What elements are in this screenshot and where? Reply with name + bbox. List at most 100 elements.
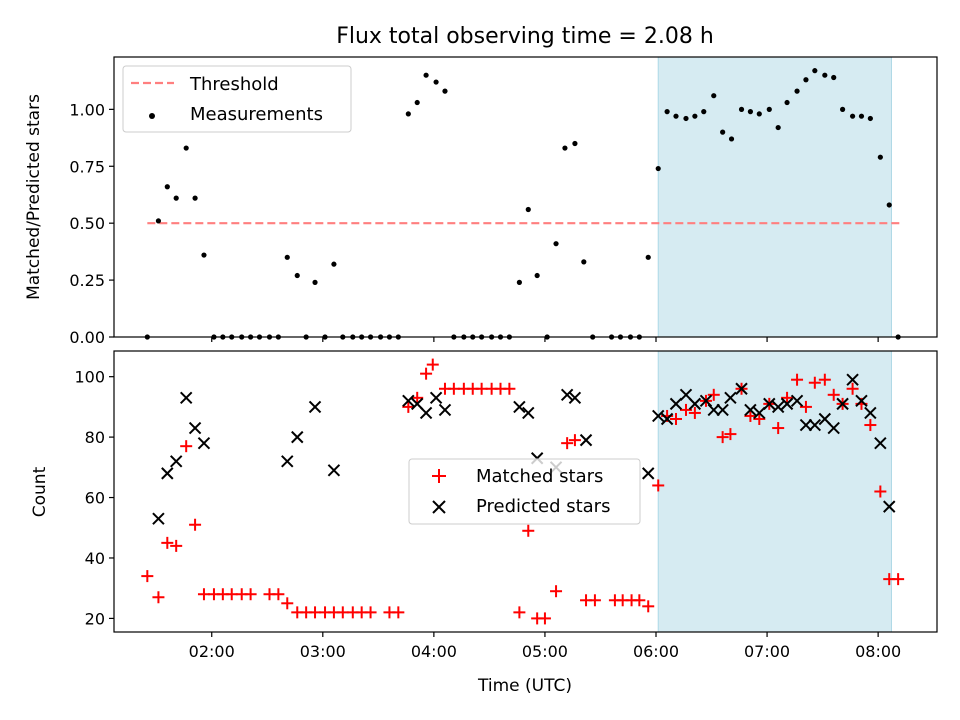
predicted-star-point (669, 397, 683, 411)
measurement-point (433, 79, 439, 85)
measurement-point (442, 88, 448, 94)
x-tick-label: 07:00 (744, 642, 790, 661)
measurement-point (173, 195, 179, 201)
matched-star-point (152, 591, 165, 604)
y-tick-label: 1.00 (69, 100, 105, 119)
measurement-point (155, 218, 162, 224)
measurement-point (201, 252, 207, 258)
matched-star-point (281, 597, 294, 610)
matched-star-point (420, 367, 433, 380)
observing-window-span (657, 350, 892, 633)
measurement-point (645, 254, 651, 260)
measurement-point (803, 77, 809, 83)
x-axis-label: Time (UTC) (477, 676, 572, 696)
predicted-star-point (688, 397, 702, 411)
matched-star-point (568, 434, 581, 447)
predicted-star-point (864, 406, 877, 420)
bottom-legend: Matched stars Predicted stars (408, 458, 641, 525)
predicted-star-point (735, 382, 748, 395)
predicted-star-point (724, 391, 737, 405)
predicted-star-point (291, 430, 304, 444)
x-tick-label: 06:00 (633, 642, 679, 661)
matched-star-point (392, 606, 405, 619)
matched-star-point (588, 594, 601, 607)
predicted-star-point (660, 412, 674, 426)
matched-star-point (244, 588, 257, 601)
predicted-star-point (568, 391, 582, 405)
matched-star-point (818, 373, 831, 386)
count-points (141, 358, 905, 625)
predicted-star-point (763, 397, 776, 411)
measurement-point (405, 111, 411, 117)
measurement-point (516, 279, 522, 285)
x-tick-label: 02:00 (189, 642, 235, 661)
y-tick-label: 0.25 (69, 271, 105, 290)
measurement-point (794, 88, 800, 94)
matched-star-point (561, 437, 574, 450)
matched-star-point (781, 391, 794, 404)
top-axes: Flux total observing time = 2.08 h 0.000… (24, 24, 938, 347)
measurement-point (747, 109, 754, 115)
predicted-star-point (744, 403, 757, 417)
predicted-star-point (281, 455, 294, 468)
observing-window-span (657, 56, 892, 338)
measurement-point (692, 113, 698, 119)
legend-measurements-label: Measurements (190, 104, 323, 125)
matched-star-point (550, 585, 563, 598)
measurement-point (839, 106, 846, 112)
predicted-star-point (652, 409, 665, 423)
y-tick-label: 100 (74, 368, 105, 387)
predicted-star-point (522, 406, 535, 420)
measurement-point (183, 145, 189, 151)
measurement-point (673, 113, 679, 119)
matched-star-point (652, 479, 665, 492)
measurement-point (849, 113, 856, 119)
matched-star-point (426, 358, 439, 371)
measurement-points (144, 68, 901, 340)
matched-star-point (724, 428, 737, 441)
matched-star-point (808, 376, 821, 389)
predicted-star-point (799, 418, 813, 432)
bottom-x-ticks: 02:00 03:00 04:00 05:00 06:00 07:00 08:00 (189, 632, 901, 661)
matched-star-point (892, 573, 905, 586)
predicted-star-point (883, 500, 896, 513)
measurement-point (886, 202, 892, 208)
legend-matched-label: Matched stars (476, 466, 603, 487)
matched-star-point (633, 594, 646, 607)
matched-star-point (642, 600, 655, 613)
predicted-star-point (419, 406, 433, 420)
legend-threshold-label: Threshold (189, 74, 279, 95)
measurement-point (553, 241, 559, 247)
y-tick-label: 80 (85, 428, 105, 447)
predicted-star-point (753, 406, 766, 420)
matched-star-point (141, 570, 154, 583)
predicted-star-point (836, 397, 849, 411)
predicted-star-point (179, 391, 193, 405)
measurement-point (192, 195, 198, 201)
matched-star-point (272, 588, 285, 601)
measurement-point (858, 113, 865, 119)
predicted-star-point (790, 394, 804, 408)
x-tick-label: 05:00 (522, 642, 568, 661)
matched-star-point (753, 412, 766, 425)
measurement-point (822, 72, 828, 78)
measurement-point (572, 140, 578, 147)
measurement-point (312, 279, 318, 285)
measurement-point (534, 272, 540, 279)
legend-matched-swatch (432, 469, 446, 483)
predicted-star-point (874, 436, 887, 450)
highlight-span (657, 56, 892, 338)
y-tick-label: 20 (85, 609, 105, 628)
predicted-star-point (642, 467, 655, 480)
legend-predicted-swatch (432, 500, 446, 514)
matched-star-point (161, 536, 174, 549)
measurement-point (766, 106, 772, 112)
predicted-star-point (402, 394, 415, 408)
predicted-star-point (855, 394, 868, 408)
measurement-point (711, 93, 717, 99)
predicted-star-point (560, 388, 574, 402)
measurement-point (423, 72, 429, 78)
matched-star-point (669, 412, 682, 425)
matched-star-point (707, 388, 720, 401)
